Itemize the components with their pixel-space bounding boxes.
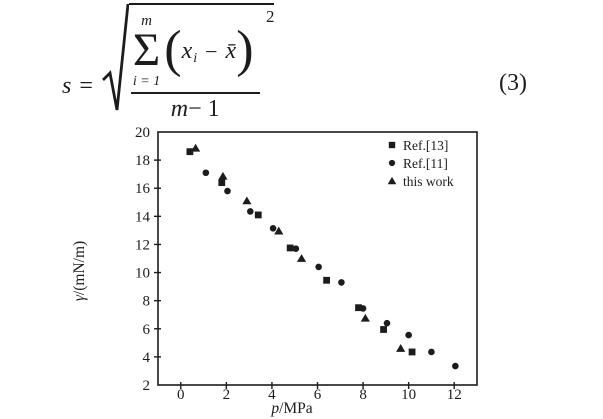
legend-label: this work [403, 174, 454, 189]
sigma-icon: Σ [132, 24, 161, 76]
y-tick-label: 2 [143, 378, 151, 394]
y-tick-label: 4 [143, 350, 151, 366]
data-point-circle [246, 208, 254, 215]
legend-label: Ref.[13] [403, 138, 448, 153]
symbol-xi: x [181, 38, 193, 65]
legend-marker-triangle [387, 176, 397, 185]
summation: m Σ i = 1 [133, 14, 160, 89]
data-point-triangle [191, 143, 201, 152]
equation-lhs: s = [62, 73, 93, 100]
y-axis-title: γ/(mN/m) [71, 241, 88, 301]
exponent-2: 2 [266, 7, 275, 26]
data-point-circle [359, 305, 367, 312]
data-point-triangle [396, 344, 406, 352]
legend-marker-circle [388, 159, 396, 167]
y-tick-label: 20 [135, 125, 150, 141]
y-tick-label: 8 [143, 294, 151, 310]
x-tick-label: 8 [359, 387, 367, 403]
data-point-circle [452, 362, 459, 370]
x-tick-label: 12 [447, 387, 462, 403]
symbol-s: s [62, 73, 72, 99]
x-axis-title: p/MPa [270, 400, 312, 417]
open-paren: ( [164, 20, 182, 78]
legend-label: Ref.[11] [403, 156, 448, 171]
data-point-circle [428, 348, 435, 356]
square-root: m Σ i = 1 ( x i − x̄ ) 2 m [101, 1, 275, 123]
data-point-square [186, 148, 194, 156]
data-point-square [254, 211, 262, 219]
data-point-circle [315, 263, 322, 271]
data-point-circle [269, 224, 277, 232]
close-paren: ) [236, 20, 254, 78]
equation-std-dev: s = m Σ i = 1 ( x i − [62, 1, 275, 123]
data-point-square [323, 276, 331, 284]
minus-sign: − [205, 38, 218, 64]
equation-number: (3) [499, 70, 527, 96]
data-point-square [355, 304, 362, 312]
legend-marker-square [388, 141, 396, 149]
x-tick-label: 10 [401, 387, 416, 403]
data-point-triangle [296, 254, 307, 262]
sum-upper-limit: m [141, 13, 152, 29]
y-tick-label: 16 [135, 181, 151, 197]
data-point-circle [224, 187, 231, 195]
subscript-i: i [193, 50, 198, 66]
data-point-circle [383, 319, 391, 327]
radical-sign-icon [101, 3, 129, 111]
symbol-xbar: x̄ [225, 38, 237, 65]
data-point-square [380, 326, 387, 333]
radicand: m Σ i = 1 ( x i − x̄ ) 2 m [128, 3, 275, 123]
data-point-triangle [274, 226, 284, 235]
y-tick-label: 14 [135, 209, 151, 225]
data-point-triangle [360, 313, 370, 322]
symbol-m: m [170, 96, 189, 123]
data-point-circle [202, 169, 210, 177]
data-point-circle [338, 279, 345, 286]
data-point-triangle [242, 196, 252, 205]
x-tick-label: 2 [223, 387, 231, 403]
data-point-circle [292, 245, 300, 252]
x-tick-label: 6 [314, 387, 322, 403]
denominator: m − 1 [131, 96, 260, 123]
data-point-circle [405, 331, 412, 339]
data-point-triangle [218, 171, 228, 180]
denominator-rest: − 1 [188, 96, 220, 123]
y-tick-label: 12 [135, 237, 150, 253]
data-point-square [286, 244, 294, 252]
y-tick-label: 6 [143, 322, 151, 338]
x-tick-label: 4 [268, 387, 276, 403]
y-tick-label: 18 [135, 153, 150, 169]
equals-sign: = [79, 73, 93, 99]
squared-term: ( x i − x̄ ) [164, 20, 254, 78]
sum-lower-limit: i = 1 [132, 74, 161, 90]
y-tick-label: 10 [135, 266, 150, 282]
x-tick-label: 0 [177, 387, 185, 403]
data-point-square [408, 348, 416, 356]
numerator: m Σ i = 1 ( x i − x̄ ) [130, 10, 260, 95]
data-point-square [218, 179, 226, 186]
